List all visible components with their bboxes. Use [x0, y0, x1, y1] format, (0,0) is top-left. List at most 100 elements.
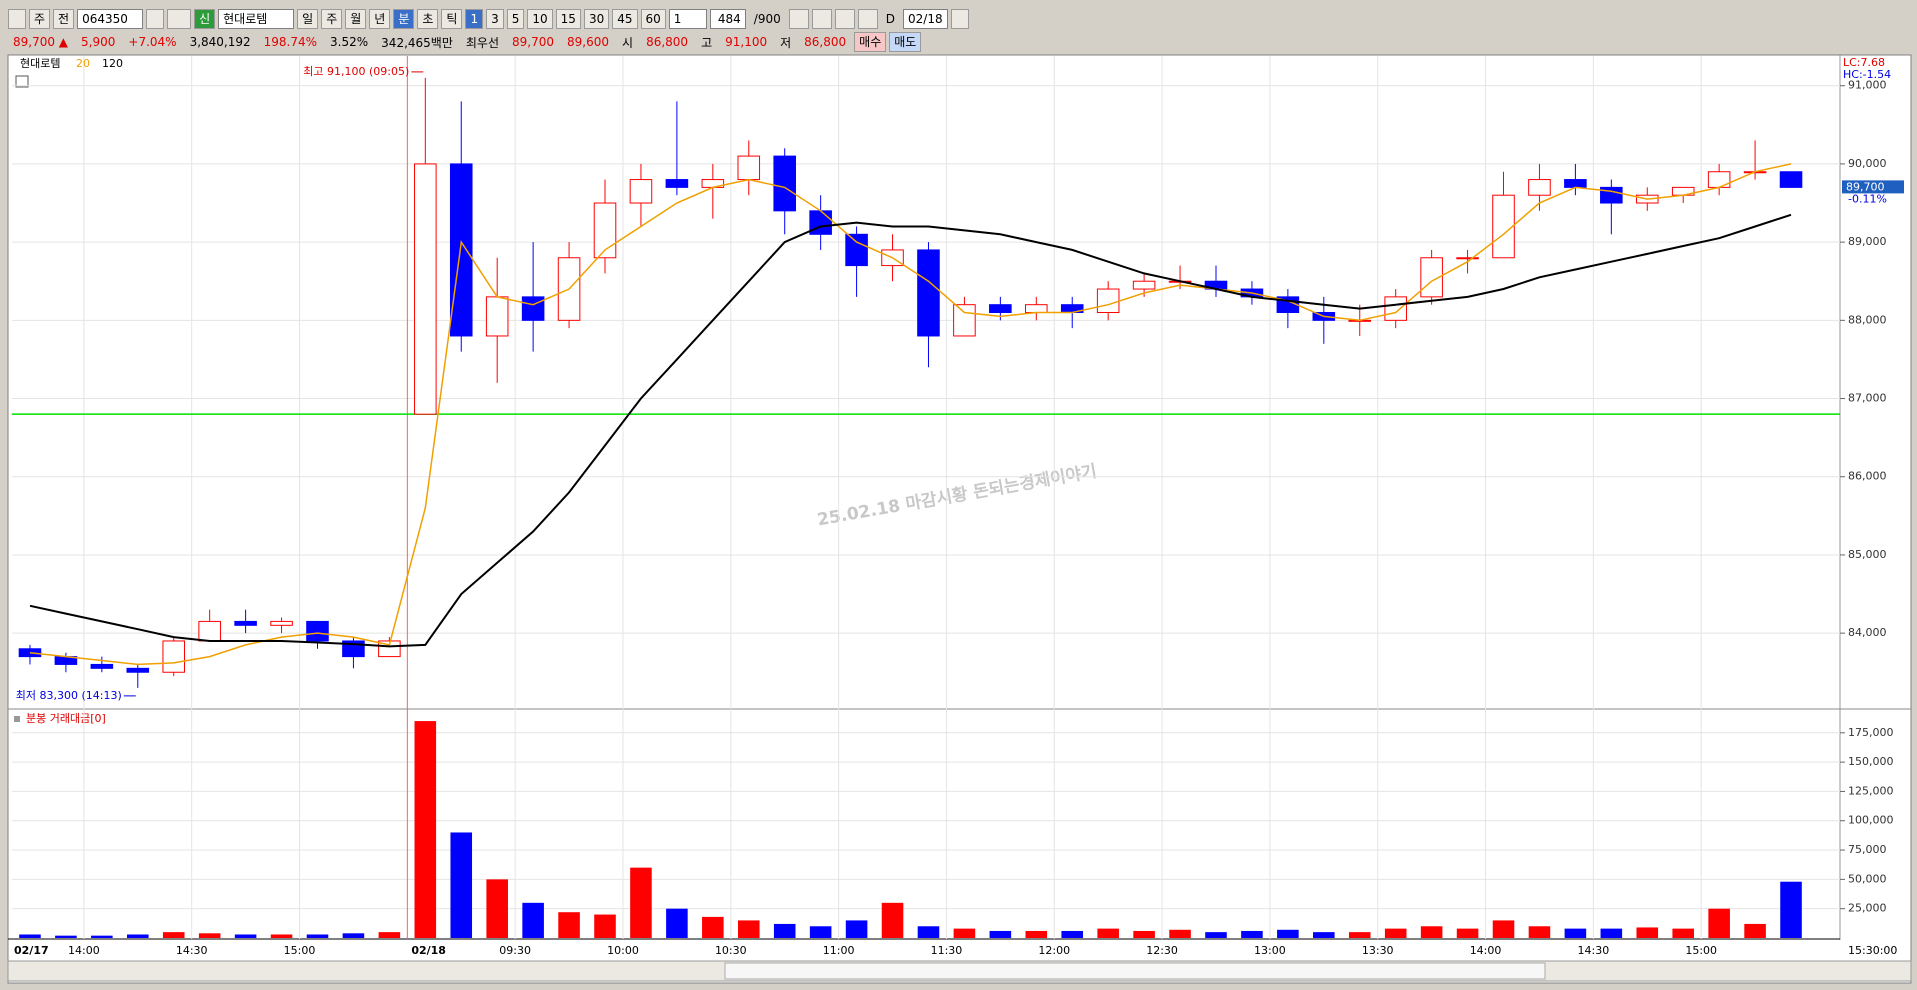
y-tick-label: 125,000: [1848, 784, 1894, 797]
tool-icon[interactable]: [857, 9, 878, 29]
volume-bar: [1097, 928, 1119, 938]
y-tick-label: 75,000: [1848, 843, 1887, 856]
quote-item: 5,900: [81, 35, 116, 49]
y-tick-label: 50,000: [1848, 872, 1887, 885]
interval-button[interactable]: 10: [527, 9, 553, 29]
date-input[interactable]: 02/18: [903, 9, 948, 29]
candle-body: [773, 155, 796, 212]
interval-button[interactable]: 15: [555, 9, 581, 29]
volume-bar: [953, 928, 976, 938]
quote-item: 3.52%: [330, 35, 369, 49]
volume-bar: [450, 832, 473, 938]
name-input[interactable]: 현대로템: [218, 9, 295, 29]
volume-bar: [1672, 928, 1694, 938]
volume-bar: [414, 721, 437, 938]
volume-bar: [378, 932, 401, 938]
candle-body: [1420, 257, 1443, 298]
calendar-button[interactable]: [950, 9, 969, 29]
menu-icon[interactable]: [8, 9, 26, 29]
last-change: -0.11%: [1848, 192, 1887, 205]
interval-button[interactable]: 45: [612, 9, 638, 29]
y-tick-label: 150,000: [1848, 755, 1894, 768]
candle-body: [629, 179, 653, 204]
interval-button[interactable]: 5: [506, 9, 525, 29]
x-tick-label: 10:30: [715, 944, 747, 957]
candle-body: [1707, 171, 1731, 188]
period-button[interactable]: 년: [369, 9, 391, 29]
candle-body: [378, 640, 401, 658]
candle-body: [989, 304, 1012, 314]
quote-bar: 89,700 ▲ 5,900 +7.04% 3,840,192 198.74% 3.52%…: [8, 32, 922, 52]
y-tick-label: 88,000: [1848, 313, 1887, 326]
quote-item: 91,100: [725, 35, 768, 49]
scope-select[interactable]: 전: [53, 9, 75, 29]
period-button[interactable]: 초: [417, 9, 439, 29]
tool-icon[interactable]: [788, 9, 809, 29]
volume-bar: [234, 934, 257, 938]
y-tick-label: 90,000: [1848, 157, 1887, 170]
interval-button[interactable]: 1: [465, 9, 484, 29]
candle-body: [1384, 296, 1407, 321]
buy-button[interactable]: 매수: [854, 32, 887, 52]
check-option[interactable]: D: [885, 12, 895, 26]
volume-bar: [1780, 881, 1802, 938]
x-tick-label: 14:30: [1578, 944, 1610, 957]
y-tick-label: 175,000: [1848, 726, 1894, 739]
tool-icon[interactable]: [811, 9, 832, 29]
candle-body: [198, 620, 221, 642]
interval-button[interactable]: 3: [486, 9, 504, 29]
code-input[interactable]: 064350: [77, 9, 144, 29]
volume-bar: [342, 933, 365, 938]
total-count: /900: [753, 12, 781, 26]
volume-bar: [162, 932, 185, 938]
search-button[interactable]: [146, 9, 165, 29]
volume-bar: [1708, 908, 1730, 938]
count-input[interactable]: 1: [668, 9, 707, 29]
shown-count: 484: [709, 9, 746, 29]
tool-icon[interactable]: [834, 9, 855, 29]
period-button[interactable]: 월: [345, 9, 367, 29]
legend-entry: 120: [102, 57, 123, 70]
volume-bar: [306, 934, 329, 938]
interval-button[interactable]: 60: [640, 9, 666, 29]
volume-bar: [737, 920, 760, 938]
market-select[interactable]: 주: [29, 9, 51, 29]
period-button[interactable]: 일: [297, 9, 319, 29]
volume-bar: [1528, 926, 1551, 938]
volume-bar: [1241, 930, 1263, 938]
x-tick-label: 14:30: [176, 944, 208, 957]
quote-item: 최우선: [465, 35, 500, 50]
high-annotation: 최고 91,100 (09:05): [303, 65, 409, 78]
badge: 신: [194, 9, 216, 29]
volume-bar: [1277, 929, 1299, 938]
y-tick-label: 85,000: [1848, 548, 1887, 561]
x-tick-label: 14:00: [68, 944, 100, 957]
candle-body: [1456, 257, 1479, 260]
volume-bar: [270, 934, 293, 938]
legend-title: 현대로템: [20, 57, 60, 70]
x-tick-label: 02/18: [411, 944, 446, 957]
candle-body: [917, 249, 940, 337]
x-tick-label: 12:30: [1146, 944, 1178, 957]
period-button[interactable]: 틱: [441, 9, 463, 29]
sound-button[interactable]: [167, 9, 192, 29]
sell-button[interactable]: 매도: [889, 32, 922, 52]
candle-body: [1564, 179, 1587, 188]
legend-icon[interactable]: [15, 75, 29, 88]
candle-body: [1096, 288, 1120, 314]
last-price: 89,700: [1846, 180, 1885, 193]
candle-body: [1528, 179, 1551, 196]
quote-item: 저: [780, 35, 792, 50]
period-button[interactable]: 주: [321, 9, 343, 29]
volume-bar: [666, 908, 688, 938]
interval-button[interactable]: 30: [583, 9, 610, 29]
quote-item: 86,800: [804, 35, 847, 49]
y-tick-label: 89,000: [1848, 235, 1887, 248]
period-button[interactable]: 분: [393, 9, 415, 29]
scroll-thumb[interactable]: [724, 962, 1546, 980]
candle-body: [737, 155, 761, 181]
candle-body: [845, 233, 868, 267]
quote-item: 89,600: [567, 35, 610, 49]
